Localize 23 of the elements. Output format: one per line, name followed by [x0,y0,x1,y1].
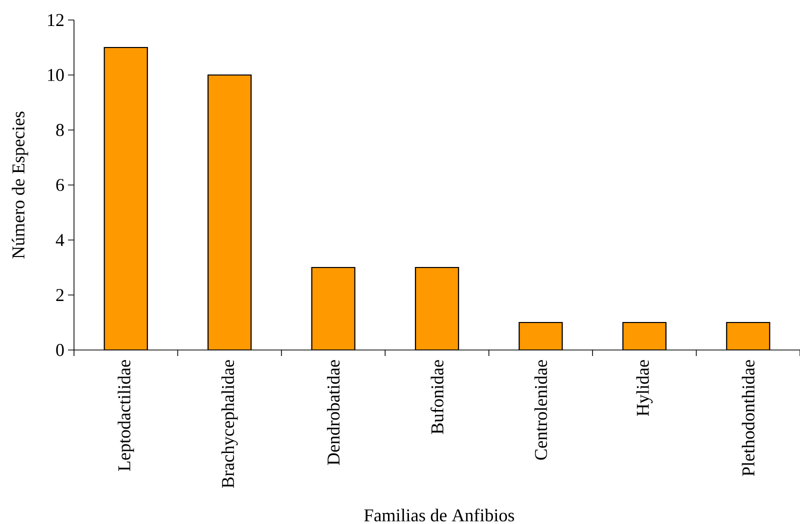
x-tick-label: Dendrobatidae [326,360,340,465]
y-tick-label: 12 [48,14,64,26]
bar [726,322,770,350]
bar [208,74,252,350]
y-tick-label: 8 [56,124,64,136]
x-tick-label: Brachycephalidae [221,360,238,488]
y-tick-label: 2 [56,289,64,301]
x-tick-label: Plethodonthidae [742,360,754,476]
bar [311,266,356,350]
x-tick-label: Centrolenidae [534,360,548,460]
y-axis-title: Número de Especies [12,112,28,258]
y-tick-label: 0 [56,344,64,356]
y-tick-label: 4 [56,234,64,246]
y-tick-label: 10 [48,68,64,82]
bar [518,322,563,350]
bar [622,322,667,350]
bar [414,266,460,350]
x-axis-title: Familias de Anfibios [364,508,514,522]
bar [104,46,148,350]
x-tick-label: Bufonidae [430,360,444,434]
y-tick-label: 6 [56,178,64,192]
x-tick-label: Leptodactilidae [118,360,134,471]
x-tick-label: Hylidae [636,360,653,416]
